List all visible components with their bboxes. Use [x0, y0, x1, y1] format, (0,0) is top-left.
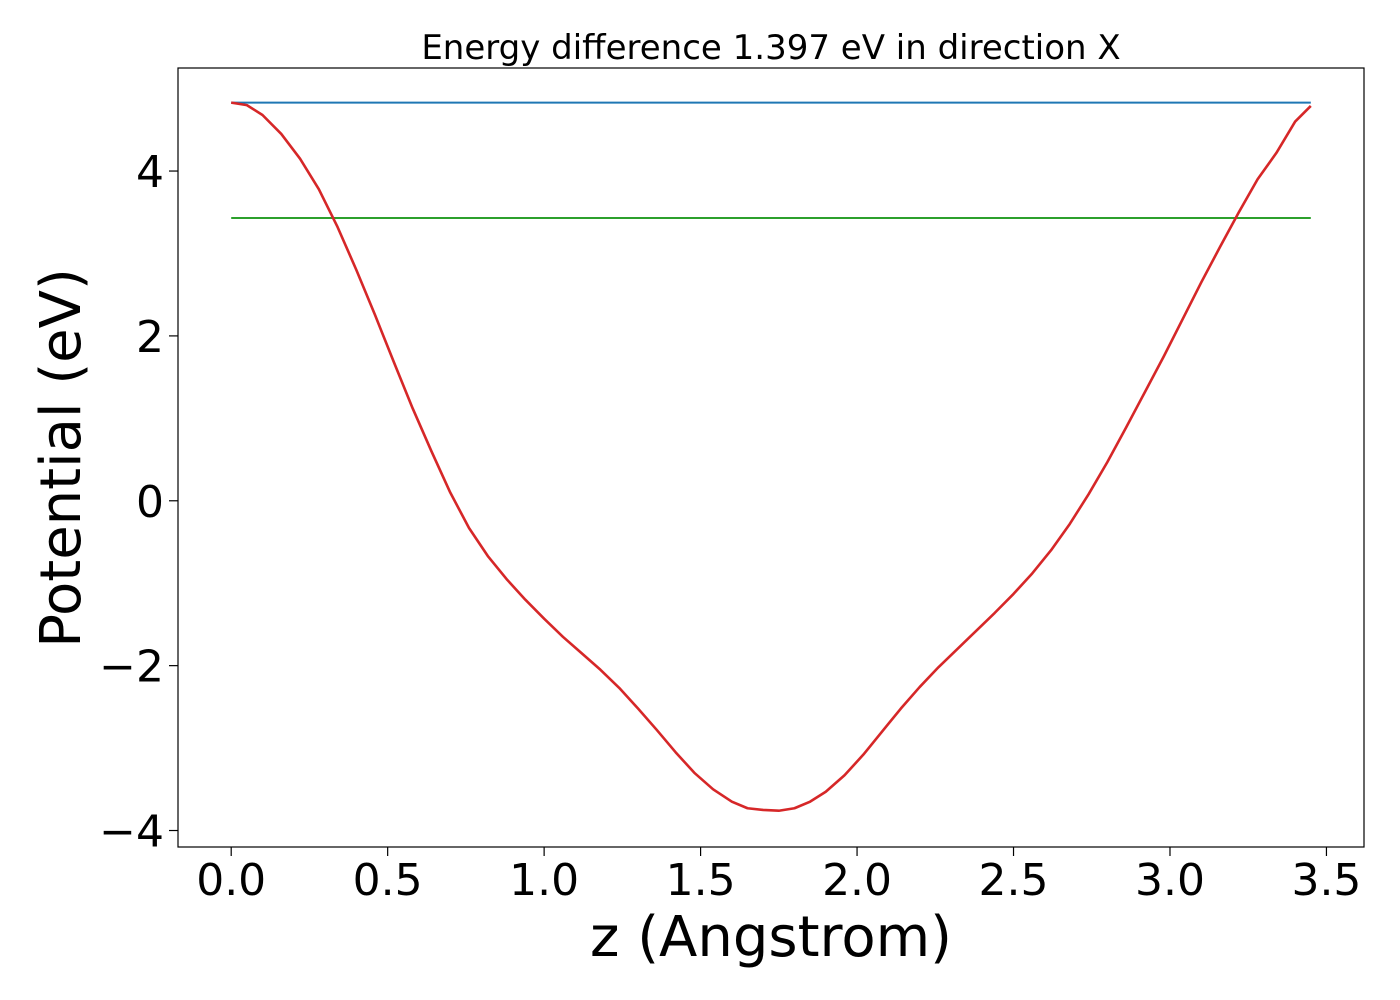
- plot-background: [178, 68, 1364, 847]
- y-axis: −4 −2 0 2 4: [99, 147, 178, 858]
- x-tick-label-0: 0.0: [196, 855, 266, 906]
- x-tick-label-4: 2.0: [822, 855, 892, 906]
- x-tick-label-3: 1.5: [666, 855, 736, 906]
- x-tick-label-6: 3.0: [1135, 855, 1205, 906]
- x-tick-label-2: 1.0: [509, 855, 579, 906]
- chart-title: Energy difference 1.397 eV in direction …: [421, 28, 1120, 68]
- x-tick-label-1: 0.5: [353, 855, 423, 906]
- y-tick-label-3: 2: [136, 312, 164, 363]
- series-layer: [230, 101, 1312, 813]
- series-line-2: [230, 101, 1312, 813]
- x-axis: 0.0 0.5 1.0 1.5 2.0 2.5 3.0 3.5: [196, 847, 1361, 906]
- x-axis-label: z (Angstrom): [590, 905, 952, 970]
- x-tick-label-7: 3.5: [1291, 855, 1361, 906]
- x-tick-label-5: 2.5: [979, 855, 1049, 906]
- y-tick-label-0: −4: [99, 807, 164, 858]
- y-tick-label-2: 0: [136, 477, 164, 528]
- y-tick-label-4: 4: [136, 147, 164, 198]
- plot-frame: [177, 67, 1365, 848]
- y-axis-label: Potential (eV): [29, 268, 94, 648]
- y-tick-label-1: −2: [99, 642, 164, 693]
